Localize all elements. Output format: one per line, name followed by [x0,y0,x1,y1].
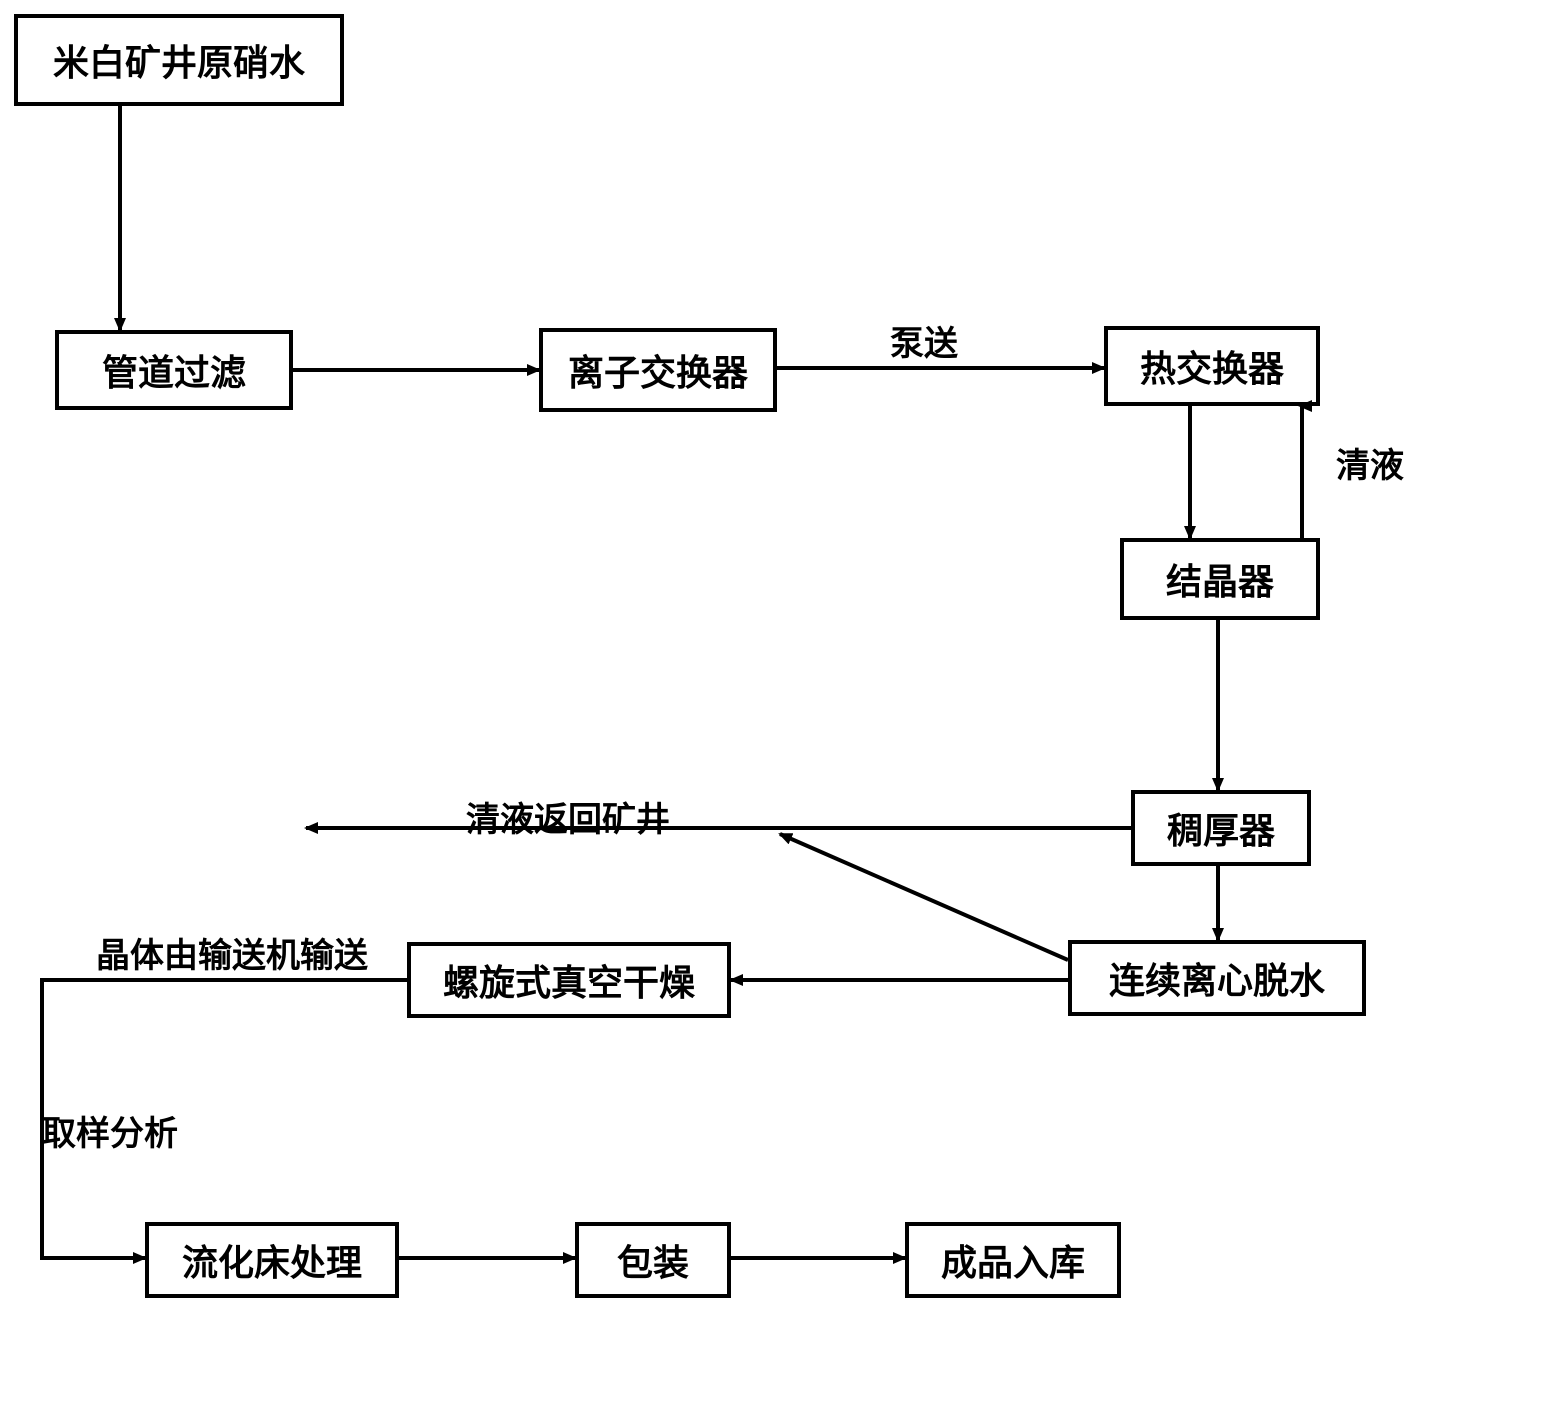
node-ion-exch: 离子交换器 [539,328,777,412]
node-source: 米白矿井原硝水 [14,14,344,106]
node-crystallizer: 结晶器 [1120,538,1320,620]
node-label: 螺旋式真空干燥 [443,954,695,1006]
node-label: 包装 [617,1234,689,1286]
label-sampling: 取样分析 [42,1106,178,1155]
node-label: 结晶器 [1166,553,1274,605]
node-spiral-dry: 螺旋式真空干燥 [407,942,731,1018]
node-label: 管道过滤 [102,344,246,396]
node-label: 米白矿井原硝水 [53,34,305,86]
node-heat-exch: 热交换器 [1104,326,1320,406]
label-conveyor: 晶体由输送机输送 [96,928,368,977]
node-label: 稠厚器 [1167,802,1275,854]
label-clear-liquid: 清液 [1336,438,1404,487]
node-storage: 成品入库 [905,1222,1121,1298]
node-pipe-filter: 管道过滤 [55,330,293,410]
node-label: 连续离心脱水 [1109,952,1325,1004]
node-fluid-bed: 流化床处理 [145,1222,399,1298]
node-packaging: 包装 [575,1222,731,1298]
label-pump: 泵送 [890,316,958,365]
node-label: 成品入库 [941,1234,1085,1286]
node-label: 热交换器 [1140,340,1284,392]
node-label: 流化床处理 [182,1234,362,1286]
node-label: 离子交换器 [568,344,748,396]
edges-svg [0,0,1562,1419]
node-centrifuge: 连续离心脱水 [1068,940,1366,1016]
label-return-mine: 清液返回矿井 [466,792,670,841]
edge-e4b [1300,406,1302,538]
node-thickener: 稠厚器 [1131,790,1311,866]
edge-e7b [780,834,1068,960]
